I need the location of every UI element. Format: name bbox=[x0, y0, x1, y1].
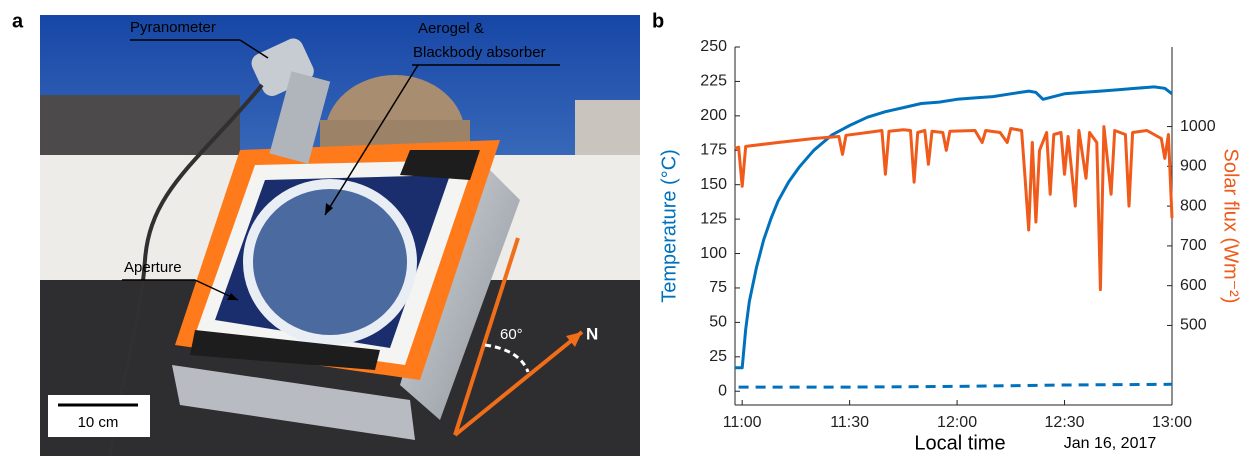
y2-tick-label: 600 bbox=[1180, 277, 1207, 294]
y-tick-label: 100 bbox=[700, 245, 727, 262]
y-tick-label: 0 bbox=[718, 382, 727, 399]
photo-panel: a Pyranometer Aerogel & Blac bbox=[12, 10, 640, 456]
panel-label: a bbox=[12, 10, 24, 32]
angle-label: 60° bbox=[500, 326, 523, 343]
annotation: Pyranometer bbox=[130, 19, 216, 36]
y-tick-label: 250 bbox=[700, 38, 727, 55]
y-tick-label: 225 bbox=[700, 73, 727, 90]
y-tick-label: 50 bbox=[709, 314, 727, 331]
x-tick-label: 12:00 bbox=[937, 414, 977, 431]
y2-axis-label: Solar flux (Wm⁻²) bbox=[1220, 149, 1242, 304]
x-tick-label: 12:30 bbox=[1045, 414, 1085, 431]
photo-scene bbox=[40, 15, 640, 456]
y2-tick-label: 700 bbox=[1180, 237, 1207, 254]
y-tick-label: 25 bbox=[709, 348, 727, 365]
scale-bar-label: 10 cm bbox=[78, 414, 119, 431]
y2-tick-label: 900 bbox=[1180, 158, 1207, 175]
data-line bbox=[738, 382, 1173, 389]
data-line bbox=[735, 85, 1173, 370]
data-line bbox=[734, 125, 1174, 292]
annotation: Blackbody absorber bbox=[413, 44, 546, 61]
annotation: Aerogel & bbox=[418, 20, 484, 37]
y-tick-label: 125 bbox=[700, 210, 727, 227]
panel-label: b bbox=[652, 10, 664, 32]
x-axis-label: Local time bbox=[914, 432, 1005, 454]
north-label: N bbox=[586, 324, 598, 343]
y-tick-label: 75 bbox=[709, 279, 727, 296]
annotation: Aperture bbox=[124, 259, 182, 276]
y-tick-label: 150 bbox=[700, 176, 727, 193]
y2-tick-label: 500 bbox=[1180, 317, 1207, 334]
x-tick-label: 13:00 bbox=[1152, 414, 1192, 431]
chart: b 0 25 50 75 100 125 150 175 200 225 250 500 600 700 8… bbox=[652, 10, 1242, 454]
y2-tick-label: 800 bbox=[1180, 197, 1207, 214]
y-tick-label: 175 bbox=[700, 141, 727, 158]
x-tick-label: 11:00 bbox=[723, 414, 762, 431]
y-tick-label: 200 bbox=[700, 107, 727, 124]
x-tick-label: 11:30 bbox=[830, 414, 869, 431]
x-note: Jan 16, 2017 bbox=[1064, 435, 1157, 452]
y2-tick-label: 1000 bbox=[1180, 118, 1216, 135]
y-axis-label: Temperature (°C) bbox=[658, 149, 680, 303]
